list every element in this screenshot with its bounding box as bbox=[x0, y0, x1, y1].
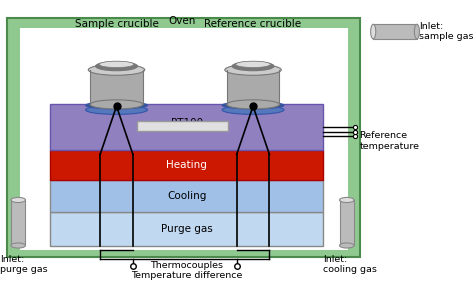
Bar bbox=[20, 28, 348, 250]
Bar bbox=[50, 212, 323, 246]
Bar bbox=[373, 24, 417, 39]
Ellipse shape bbox=[90, 100, 143, 109]
Ellipse shape bbox=[11, 198, 26, 203]
Text: Inlet:
purge gas: Inlet: purge gas bbox=[0, 255, 47, 274]
Text: Oven: Oven bbox=[168, 16, 196, 26]
Text: Temperature difference: Temperature difference bbox=[131, 271, 242, 280]
Bar bbox=[339, 200, 354, 246]
Ellipse shape bbox=[236, 61, 270, 68]
Text: Sample crucible: Sample crucible bbox=[74, 19, 158, 29]
Ellipse shape bbox=[99, 61, 134, 68]
Bar bbox=[227, 70, 280, 104]
Text: Thermocouples: Thermocouples bbox=[150, 261, 223, 270]
Text: Cooling: Cooling bbox=[167, 191, 206, 201]
Ellipse shape bbox=[371, 24, 376, 39]
Text: Inlet:
sample gas: Inlet: sample gas bbox=[419, 22, 473, 41]
Ellipse shape bbox=[96, 62, 137, 71]
Bar bbox=[90, 70, 143, 104]
Ellipse shape bbox=[222, 102, 284, 109]
Text: Inlet:
cooling gas: Inlet: cooling gas bbox=[323, 255, 377, 274]
Text: Purge gas: Purge gas bbox=[161, 224, 212, 234]
Bar bbox=[50, 180, 323, 212]
Ellipse shape bbox=[225, 64, 281, 75]
Ellipse shape bbox=[339, 198, 354, 203]
Text: PT100: PT100 bbox=[171, 118, 203, 128]
Bar bbox=[137, 121, 228, 131]
Ellipse shape bbox=[414, 24, 419, 39]
Ellipse shape bbox=[86, 102, 147, 109]
Bar bbox=[50, 150, 323, 180]
Ellipse shape bbox=[227, 100, 280, 109]
Text: Reference crucible: Reference crucible bbox=[204, 19, 301, 29]
Ellipse shape bbox=[339, 243, 354, 248]
Ellipse shape bbox=[232, 62, 274, 71]
Ellipse shape bbox=[88, 64, 145, 75]
Bar bbox=[7, 18, 360, 257]
Text: Heating: Heating bbox=[166, 160, 207, 170]
Bar bbox=[11, 200, 26, 246]
Ellipse shape bbox=[222, 105, 284, 114]
Bar bbox=[50, 104, 323, 150]
Ellipse shape bbox=[86, 105, 147, 114]
Text: Reference
temperature: Reference temperature bbox=[360, 131, 419, 150]
Ellipse shape bbox=[11, 243, 26, 248]
